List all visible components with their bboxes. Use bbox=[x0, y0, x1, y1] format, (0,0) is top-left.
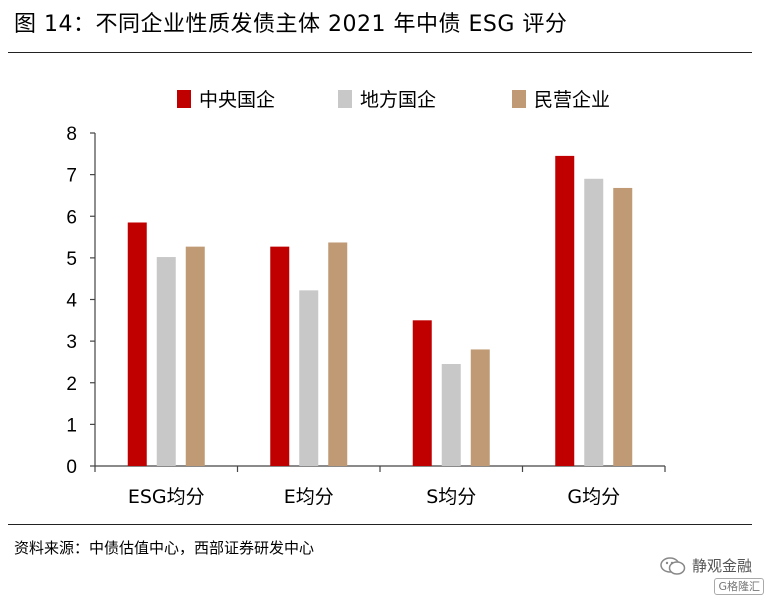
legend-label: 地方国企 bbox=[360, 89, 436, 111]
bar bbox=[441, 364, 461, 466]
y-tick-label: 3 bbox=[66, 332, 77, 353]
legend-label: 民营企业 bbox=[534, 89, 610, 111]
x-category-label: E均分 bbox=[284, 486, 334, 508]
legend-label: 中央国企 bbox=[199, 89, 275, 111]
top-divider bbox=[8, 52, 752, 53]
wechat-icon bbox=[660, 556, 686, 575]
bar bbox=[127, 222, 147, 466]
bar bbox=[613, 187, 633, 466]
x-category-label: G均分 bbox=[567, 486, 620, 508]
bar bbox=[185, 246, 205, 466]
y-tick-label: 4 bbox=[66, 291, 77, 312]
bar bbox=[299, 290, 319, 466]
y-tick-label: 0 bbox=[66, 457, 77, 478]
bar bbox=[156, 257, 176, 466]
x-category-label: ESG均分 bbox=[128, 486, 205, 508]
bar bbox=[328, 242, 348, 466]
source-note: 资料来源：中债估值中心，西部证券研发中心 bbox=[14, 539, 315, 557]
y-tick-label: 1 bbox=[66, 415, 77, 436]
y-tick-label: 6 bbox=[66, 207, 77, 228]
x-category-label: S均分 bbox=[426, 486, 476, 508]
y-tick-label: 8 bbox=[66, 124, 77, 145]
watermark-tag: G格隆汇 bbox=[714, 578, 764, 595]
bar-chart: 0 1 2 3 4 5 6 7 8 ESG均分 E均分 S均分 G均分 中央国企 地方国企 民营企业 bbox=[66, 89, 666, 508]
bar bbox=[412, 320, 432, 466]
watermark: 静观金融 bbox=[660, 555, 752, 576]
legend-swatch bbox=[512, 90, 526, 108]
watermark-text: 静观金融 bbox=[691, 557, 752, 575]
y-tick-label: 2 bbox=[66, 374, 77, 395]
bar bbox=[555, 155, 575, 467]
bar bbox=[584, 178, 604, 466]
y-tick-label: 7 bbox=[66, 166, 77, 187]
figure-title: 图 14：不同企业性质发债主体 2021 年中债 ESG 评分 bbox=[14, 12, 568, 37]
legend-swatch bbox=[338, 90, 352, 108]
legend-swatch bbox=[177, 90, 191, 108]
bar bbox=[470, 349, 490, 466]
y-tick-label: 5 bbox=[66, 249, 77, 270]
bottom-divider bbox=[8, 524, 752, 525]
bar bbox=[270, 246, 290, 466]
